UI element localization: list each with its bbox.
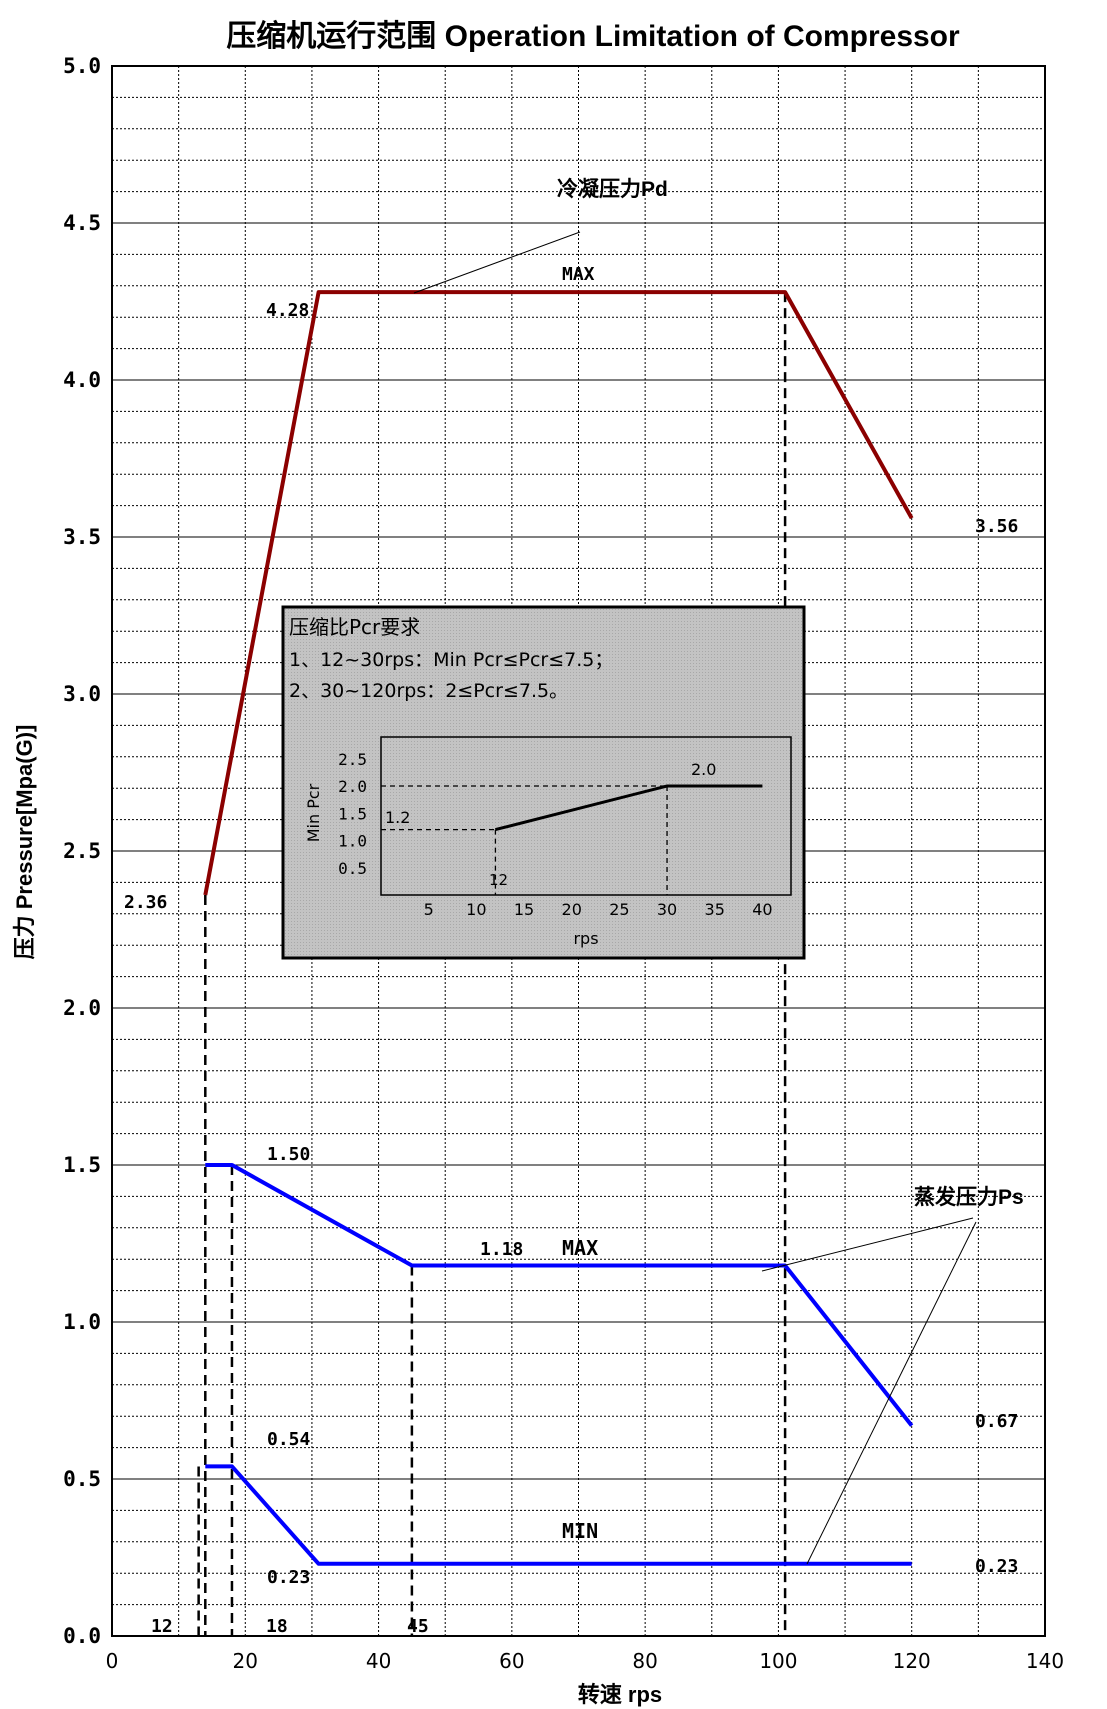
x-marker-label-18: 18 [266, 1616, 288, 1637]
x-marker-label-12: 12 [151, 1616, 173, 1637]
series-layer [203, 290, 914, 1566]
y-tick-label: 0.0 [63, 1624, 101, 1648]
inset-y-tick-labels: 0.5 1.0 1.5 2.0 2.5 [338, 750, 367, 878]
inset-title: 压缩比Pcr要求 [289, 615, 420, 639]
inset-y-tick-label: 1.0 [338, 832, 367, 851]
y-axis-label: 压力 Pressure[Mpa(G)] [12, 725, 37, 960]
inset-x-marker-label-12: 12 [489, 871, 508, 889]
y-tick-label: 1.5 [63, 1153, 101, 1177]
inset-plot-frame [380, 736, 792, 896]
inset-x-axis-label: rps [573, 929, 598, 948]
inset-x-tick-label: 10 [466, 900, 486, 919]
x-tick-label: 80 [632, 1649, 657, 1673]
value-label-2.36: 2.36 [124, 892, 167, 913]
value-label-0.23-left: 0.23 [267, 1567, 310, 1588]
y-tick-label: 5.0 [63, 54, 101, 78]
y-tick-label: 2.5 [63, 839, 101, 863]
inset-note-2: 2、30~120rps：2≤Pcr≤7.5。 [289, 680, 568, 702]
reference-dashed-lines [197, 292, 787, 1636]
x-tick-label: 0 [106, 1649, 119, 1673]
x-tick-label: 140 [1026, 1649, 1064, 1673]
series-line-1 [205, 1163, 914, 1427]
major-gridlines [112, 222, 1045, 1480]
y-tick-label: 1.0 [63, 1310, 101, 1334]
y-tick-label: 4.5 [63, 211, 101, 235]
value-label-1.18: 1.18 [480, 1239, 523, 1260]
inset-x-tick-label: 5 [424, 900, 434, 919]
value-label-0.54: 0.54 [267, 1429, 311, 1450]
inset-x-tick-label: 15 [514, 900, 534, 919]
ps-max-annotation: MAX [562, 1236, 598, 1260]
inset-background [281, 605, 806, 960]
value-label-3.56: 3.56 [975, 516, 1018, 537]
x-tick-labels: 0 20 40 60 80 100 120 140 [106, 1649, 1064, 1673]
inset-reference-lines [381, 785, 668, 895]
x-axis-label: 转速 rps [578, 1682, 662, 1707]
pd-title-annotation: 冷凝压力Pd [557, 177, 668, 201]
ps-max-leader-line [761, 1217, 974, 1272]
inset-series-line-0 [495, 784, 763, 832]
inset-x-tick-label: 35 [705, 900, 725, 919]
y-tick-label: 0.5 [63, 1467, 101, 1491]
y-tick-label: 3.0 [63, 682, 101, 706]
y-tick-label: 2.0 [63, 996, 101, 1020]
x-tick-label: 60 [499, 1649, 524, 1673]
value-label-4.28: 4.28 [266, 300, 309, 321]
x-tick-label: 100 [759, 1649, 797, 1673]
inset-y-tick-label: 2.5 [338, 750, 367, 769]
annotation-leader-lines [413, 231, 977, 1565]
inset-x-tick-label: 25 [609, 900, 629, 919]
value-label-1.50: 1.50 [267, 1144, 310, 1165]
ps-min-annotation: MIN [562, 1519, 598, 1543]
x-tick-label: 20 [233, 1649, 258, 1673]
ps-min-leader-line [806, 1221, 977, 1565]
inset-y-tick-label: 2.0 [338, 777, 367, 796]
ps-title-annotation: 蒸发压力Ps [914, 1185, 1024, 1209]
x-tick-label: 40 [366, 1649, 391, 1673]
inset-value-label-1.2: 1.2 [385, 808, 410, 827]
pd-leader-line [413, 231, 581, 294]
plot-frame [111, 65, 1046, 1637]
inset-x-tick-labels: 5 10 15 20 25 30 35 40 [424, 900, 773, 919]
chart-title: 压缩机运行范围 Operation Limitation of Compress… [226, 20, 960, 53]
inset-y-tick-label: 0.5 [338, 859, 367, 878]
inset-value-label-2.0: 2.0 [691, 760, 716, 779]
inset-y-axis-label: Min Pcr [304, 783, 323, 842]
pd-max-annotation: MAX [562, 264, 595, 285]
x-marker-label-45: 45 [407, 1616, 429, 1637]
x-tick-label: 120 [893, 1649, 931, 1673]
y-tick-labels: 0.0 0.5 1.0 1.5 2.0 2.5 3.0 3.5 4.0 4.5 5.0 [63, 54, 101, 1648]
inset-x-tick-label: 40 [752, 900, 772, 919]
value-label-0.67: 0.67 [975, 1411, 1018, 1432]
inset-x-tick-label: 20 [562, 900, 582, 919]
y-tick-label: 4.0 [63, 368, 101, 392]
inset-x-tick-label: 30 [657, 900, 677, 919]
inset-note-1: 1、12~30rps：Min Pcr≤Pcr≤7.5； [289, 649, 613, 671]
series-line-0 [203, 290, 914, 896]
series-line-2 [205, 1464, 912, 1566]
inset-y-tick-label: 1.5 [338, 804, 367, 823]
inset-series-layer [495, 784, 763, 832]
value-label-0.23-right: 0.23 [975, 1556, 1018, 1577]
y-tick-label: 3.5 [63, 525, 101, 549]
inset-pcr-panel: 压缩比Pcr要求 1、12~30rps：Min Pcr≤Pcr≤7.5； 2、3… [281, 605, 806, 960]
